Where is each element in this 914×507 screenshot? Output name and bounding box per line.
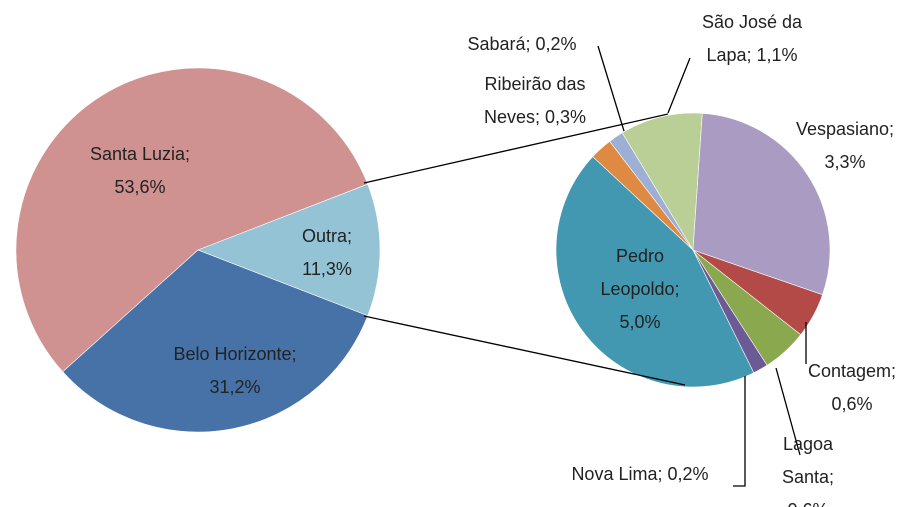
- separator: ;: [674, 279, 680, 299]
- leader-line: [597, 45, 625, 132]
- separator: ;: [525, 34, 531, 54]
- category-label: Belo Horizonte: [173, 344, 292, 364]
- value-label: 0,6%: [831, 394, 873, 414]
- data-label: Sabará; 0,2%: [442, 28, 602, 61]
- category-label: Sabará: [467, 34, 526, 54]
- category-label: Outra: [301, 226, 347, 246]
- data-label: Vespasiano; 3,3%: [775, 113, 914, 179]
- value-label: 0,3%: [545, 107, 587, 127]
- separator: ;: [657, 464, 663, 484]
- value-label: 5,0%: [619, 312, 661, 332]
- leader-line: [733, 376, 746, 487]
- value-label: 53,6%: [114, 177, 166, 197]
- separator: ;: [891, 361, 897, 381]
- value-label: 0,2%: [535, 34, 577, 54]
- data-label: Lagoa Santa; 0,6%: [773, 428, 843, 507]
- connector: [363, 113, 669, 184]
- pie-slice: [15, 67, 369, 373]
- separator: ;: [889, 119, 895, 139]
- data-label: São José da Lapa; 1,1%: [692, 6, 812, 72]
- category-label: Contagem: [807, 361, 892, 381]
- pie-slice: [555, 156, 755, 388]
- separator: ;: [746, 45, 752, 65]
- separator: ;: [347, 226, 353, 246]
- pie-slice: [62, 249, 369, 433]
- value-label: 3,3%: [824, 152, 866, 172]
- data-label: Contagem; 0,6%: [787, 355, 914, 421]
- separator: ;: [829, 467, 835, 487]
- data-label: Pedro Leopoldo; 5,0%: [590, 240, 690, 339]
- pie-slice: [197, 183, 381, 316]
- value-label: 0,6%: [773, 494, 843, 507]
- leader-line: [667, 57, 691, 114]
- value-label: 11,3%: [302, 259, 352, 279]
- value-label: 0,2%: [667, 464, 709, 484]
- connector: [363, 315, 686, 386]
- data-label: Santa Luzia; 53,6%: [65, 138, 215, 204]
- category-label: Ribeirão das Neves: [483, 74, 586, 127]
- category-label: Nova Lima: [571, 464, 658, 484]
- leader-line: [775, 367, 801, 456]
- category-label: Santa Luzia: [89, 144, 186, 164]
- value-label: 31,2%: [209, 377, 261, 397]
- category-label: Pedro Leopoldo: [600, 246, 675, 299]
- data-label: Nova Lima; 0,2%: [540, 458, 740, 491]
- value-label: 1,1%: [756, 45, 798, 65]
- data-label: Belo Horizonte; 31,2%: [135, 338, 335, 404]
- pie-slice: [692, 112, 831, 296]
- separator: ;: [291, 344, 297, 364]
- data-label: Outra; 11,3%: [287, 220, 367, 286]
- data-label: Ribeirão das Neves; 0,3%: [470, 68, 600, 134]
- pie-slice: [621, 112, 703, 251]
- separator: ;: [534, 107, 540, 127]
- category-label: Lagoa Santa: [781, 434, 834, 487]
- separator: ;: [185, 144, 191, 164]
- category-label: São José da Lapa: [701, 12, 803, 65]
- category-label: Vespasiano: [795, 119, 890, 139]
